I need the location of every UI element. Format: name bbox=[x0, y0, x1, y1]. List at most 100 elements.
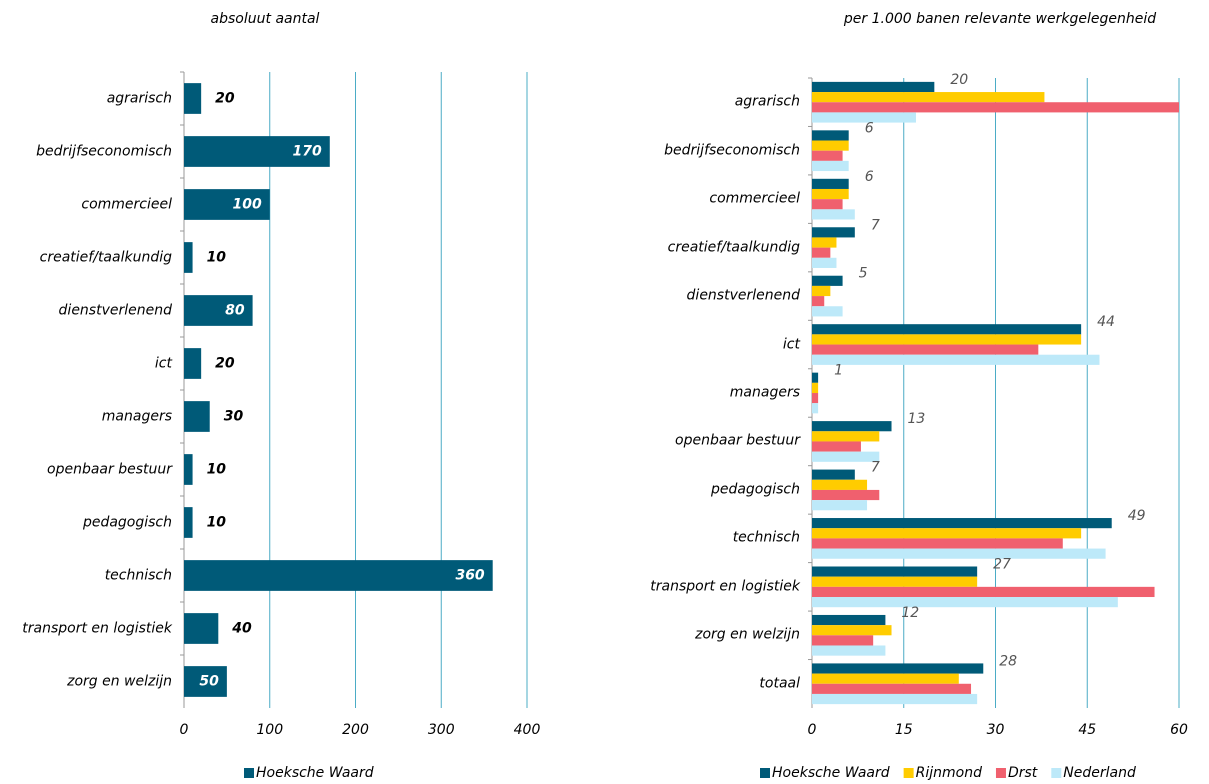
bar bbox=[812, 518, 1112, 529]
category-label: commercieel bbox=[81, 196, 172, 212]
legend-label: Drst bbox=[1008, 765, 1038, 781]
legend-label: Hoeksche Waard bbox=[256, 765, 374, 781]
value-label: 30 bbox=[224, 409, 244, 425]
bar bbox=[812, 451, 880, 462]
value-label: 20 bbox=[950, 72, 968, 88]
category-label: pedagogisch bbox=[82, 514, 172, 530]
value-label: 28 bbox=[999, 653, 1017, 669]
legend-label: Hoeksche Waard bbox=[772, 765, 890, 781]
bar bbox=[812, 421, 892, 432]
bar bbox=[812, 237, 837, 248]
bar bbox=[184, 189, 270, 220]
category-label: dienstverlenend bbox=[58, 302, 172, 318]
chart-title: absoluut aantal bbox=[211, 11, 320, 27]
value-label: 5 bbox=[859, 266, 868, 282]
bar bbox=[812, 81, 935, 93]
value-label: 20 bbox=[215, 91, 235, 107]
legend-label: Rijnmond bbox=[916, 765, 982, 781]
value-label: 12 bbox=[901, 605, 919, 621]
bar bbox=[812, 209, 855, 220]
category-label: technisch bbox=[104, 567, 172, 583]
value-label: 360 bbox=[455, 568, 484, 584]
bar bbox=[812, 393, 819, 404]
bar bbox=[812, 199, 843, 210]
bar bbox=[812, 693, 978, 705]
value-label: 100 bbox=[233, 197, 262, 213]
category-label: commercieel bbox=[709, 190, 800, 207]
bar bbox=[812, 382, 819, 393]
category-label: bedrijfseconomisch bbox=[664, 142, 800, 159]
bar bbox=[184, 242, 193, 273]
value-label: 13 bbox=[908, 411, 926, 427]
legend-swatch bbox=[903, 768, 914, 778]
bar bbox=[812, 635, 874, 646]
x-tick-label: 200 bbox=[342, 722, 369, 738]
bar bbox=[812, 285, 831, 297]
bar bbox=[812, 150, 843, 161]
bar bbox=[812, 112, 916, 123]
value-label: 10 bbox=[207, 250, 227, 266]
bar bbox=[812, 178, 849, 189]
category-label: zorg en welzijn bbox=[67, 673, 172, 689]
category-label: totaal bbox=[759, 675, 800, 692]
bar bbox=[812, 528, 1082, 539]
bar bbox=[812, 102, 1179, 113]
bar bbox=[184, 348, 202, 379]
category-label: managers bbox=[101, 408, 172, 424]
value-label: 7 bbox=[871, 217, 880, 233]
chart-title: per 1.000 banen relevante werkgelegenhei… bbox=[843, 11, 1156, 27]
category-label: pedagogisch bbox=[710, 481, 800, 498]
bar bbox=[184, 401, 210, 432]
bar bbox=[812, 92, 1045, 103]
bar bbox=[812, 344, 1039, 355]
bar bbox=[812, 673, 959, 684]
category-label: ict bbox=[782, 336, 800, 353]
category-label: technisch bbox=[732, 529, 800, 546]
bar bbox=[812, 469, 855, 480]
bar bbox=[812, 372, 819, 383]
category-label: managers bbox=[729, 384, 800, 401]
bar bbox=[812, 227, 855, 238]
category-label: openbaar bestuur bbox=[675, 432, 800, 449]
bar bbox=[812, 188, 849, 200]
bar bbox=[812, 275, 843, 286]
bar bbox=[812, 403, 819, 414]
bar bbox=[812, 296, 825, 307]
bar bbox=[812, 645, 886, 656]
category-label: creatief/taalkundig bbox=[667, 239, 800, 256]
bar bbox=[812, 431, 880, 442]
bar bbox=[812, 247, 831, 258]
value-label: 27 bbox=[993, 556, 1011, 572]
bar bbox=[184, 83, 202, 114]
value-label: 44 bbox=[1097, 314, 1115, 330]
bar bbox=[812, 566, 978, 577]
bar bbox=[812, 130, 849, 141]
x-tick-label: 45 bbox=[1078, 722, 1096, 738]
value-label: 50 bbox=[199, 674, 219, 690]
category-label: agrarisch bbox=[106, 90, 172, 106]
legend-swatch bbox=[1051, 768, 1062, 778]
x-tick-label: 60 bbox=[1170, 722, 1188, 738]
bar bbox=[184, 560, 493, 591]
bar bbox=[812, 614, 886, 626]
value-label: 170 bbox=[293, 144, 322, 160]
value-label: 40 bbox=[231, 621, 252, 637]
bar bbox=[812, 324, 1082, 335]
value-label: 1 bbox=[834, 363, 843, 379]
value-label: 10 bbox=[207, 462, 227, 478]
bar bbox=[184, 613, 219, 644]
bar bbox=[812, 334, 1082, 345]
legend-swatch bbox=[760, 768, 770, 778]
bar bbox=[184, 666, 227, 697]
bar bbox=[812, 538, 1063, 549]
bar bbox=[184, 454, 193, 485]
bar bbox=[812, 489, 880, 501]
x-tick-label: 300 bbox=[428, 722, 455, 738]
category-label: bedrijfseconomisch bbox=[36, 143, 172, 159]
x-tick-label: 30 bbox=[987, 722, 1005, 738]
value-label: 10 bbox=[207, 515, 227, 531]
bar bbox=[184, 295, 253, 326]
bar bbox=[812, 597, 1118, 608]
bar bbox=[812, 441, 861, 452]
